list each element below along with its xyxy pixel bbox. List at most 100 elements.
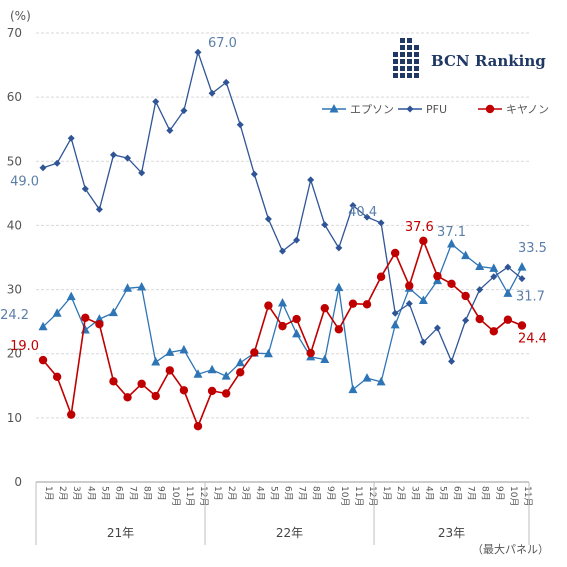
data-point [180,107,188,115]
data-point [517,321,527,330]
data-point [39,164,47,172]
x-tick-label: 2月 [395,486,406,501]
x-tick-label: 9月 [494,486,505,501]
series-line [42,238,523,429]
logo-square [400,66,405,71]
data-point [335,244,343,252]
logo-square [393,52,398,57]
data-point [52,372,62,382]
x-tick-label: 9月 [156,486,167,501]
data-point [376,272,386,281]
x-tick-label: 11月 [184,486,195,506]
data-point [517,262,527,271]
data-point [67,134,75,142]
data-point [447,239,457,248]
logo-square [414,45,419,50]
data-point [236,121,244,129]
data-point [264,301,273,310]
logo-square [414,59,419,64]
data-label: 24.2 [0,308,29,323]
data-label: 49.0 [10,175,39,190]
data-point [447,279,456,288]
data-label: 37.1 [437,225,466,240]
data-point [320,303,329,313]
data-point [193,369,203,378]
data-point [67,410,76,419]
note-label: （最大パネル） [472,542,549,556]
data-point [166,126,174,134]
data-point [137,282,147,291]
data-point [124,154,132,162]
data-point [306,348,315,358]
data-point [278,321,287,331]
x-tick-label: 6月 [452,486,463,501]
data-point [123,393,132,402]
x-tick-label: 7月 [128,486,139,501]
data-point [377,219,385,227]
data-point [109,151,117,159]
logo-square [414,66,419,71]
bcn-logo: BCN Ranking [393,38,546,78]
data-point [504,263,512,271]
x-tick-label: 2月 [226,486,237,501]
data-point [489,327,498,336]
data-point [279,247,286,255]
x-tick-label: 3月 [240,486,251,501]
x-tick-label: 7月 [466,486,477,501]
data-label: 24.4 [518,331,547,346]
logo-square [407,73,412,78]
data-point [165,347,175,356]
series-diamond [39,48,526,365]
x-tick-label: 5月 [268,486,279,501]
logo-square [414,52,419,57]
logo-square [407,38,412,43]
x-tick-label: 3月 [71,486,82,501]
data-point [52,308,62,317]
data-point [123,283,133,292]
data-point [194,48,202,56]
data-label: 40.4 [348,205,377,220]
gridlines [36,32,529,483]
x-tick-label: 5月 [437,486,448,501]
year-label: 22年 [276,526,303,540]
x-tick-label: 8月 [480,486,491,501]
logo-square [393,66,398,71]
data-point [278,298,287,307]
data-point [80,324,90,334]
data-point [307,176,315,184]
data-point [362,300,372,309]
data-point [391,309,399,317]
data-point [390,248,400,258]
series-circle [38,236,527,431]
x-tick-label: 1月 [212,486,223,501]
data-point [461,250,471,260]
data-point [518,275,526,283]
data-point [207,386,217,396]
y-tick-label: 0 [14,475,22,489]
data-point [476,286,484,294]
logo-square [400,73,405,78]
data-point [320,354,330,363]
data-point [250,348,259,357]
data-point [503,288,513,297]
logo-square [393,73,398,78]
series-layer [38,48,527,431]
data-point [406,105,414,113]
legend-label: PFU [426,103,447,116]
data-point [462,316,470,324]
x-tick-label: 1月 [43,486,54,501]
data-label: 37.6 [405,220,434,235]
data-labels: 24.2 37.1 33.5 49.0 67.0 40.4 31.7 19.0 37.6 24.4 [0,36,547,354]
x-axis: 1月 2月 3月 4月 5月 6月 7月 8月 9月 10月 11月 12月 1月 2月 3月 4月 5月 6月 7… [35,482,533,545]
data-point [208,89,216,97]
data-point [349,202,357,210]
data-label: 33.5 [518,241,547,256]
data-point [221,389,231,398]
logo-square [400,45,405,50]
data-point [348,384,358,394]
x-tick-label: 6月 [113,486,124,501]
data-point [405,281,414,290]
data-point [348,299,358,308]
legend-label: キヤノン [506,103,549,116]
